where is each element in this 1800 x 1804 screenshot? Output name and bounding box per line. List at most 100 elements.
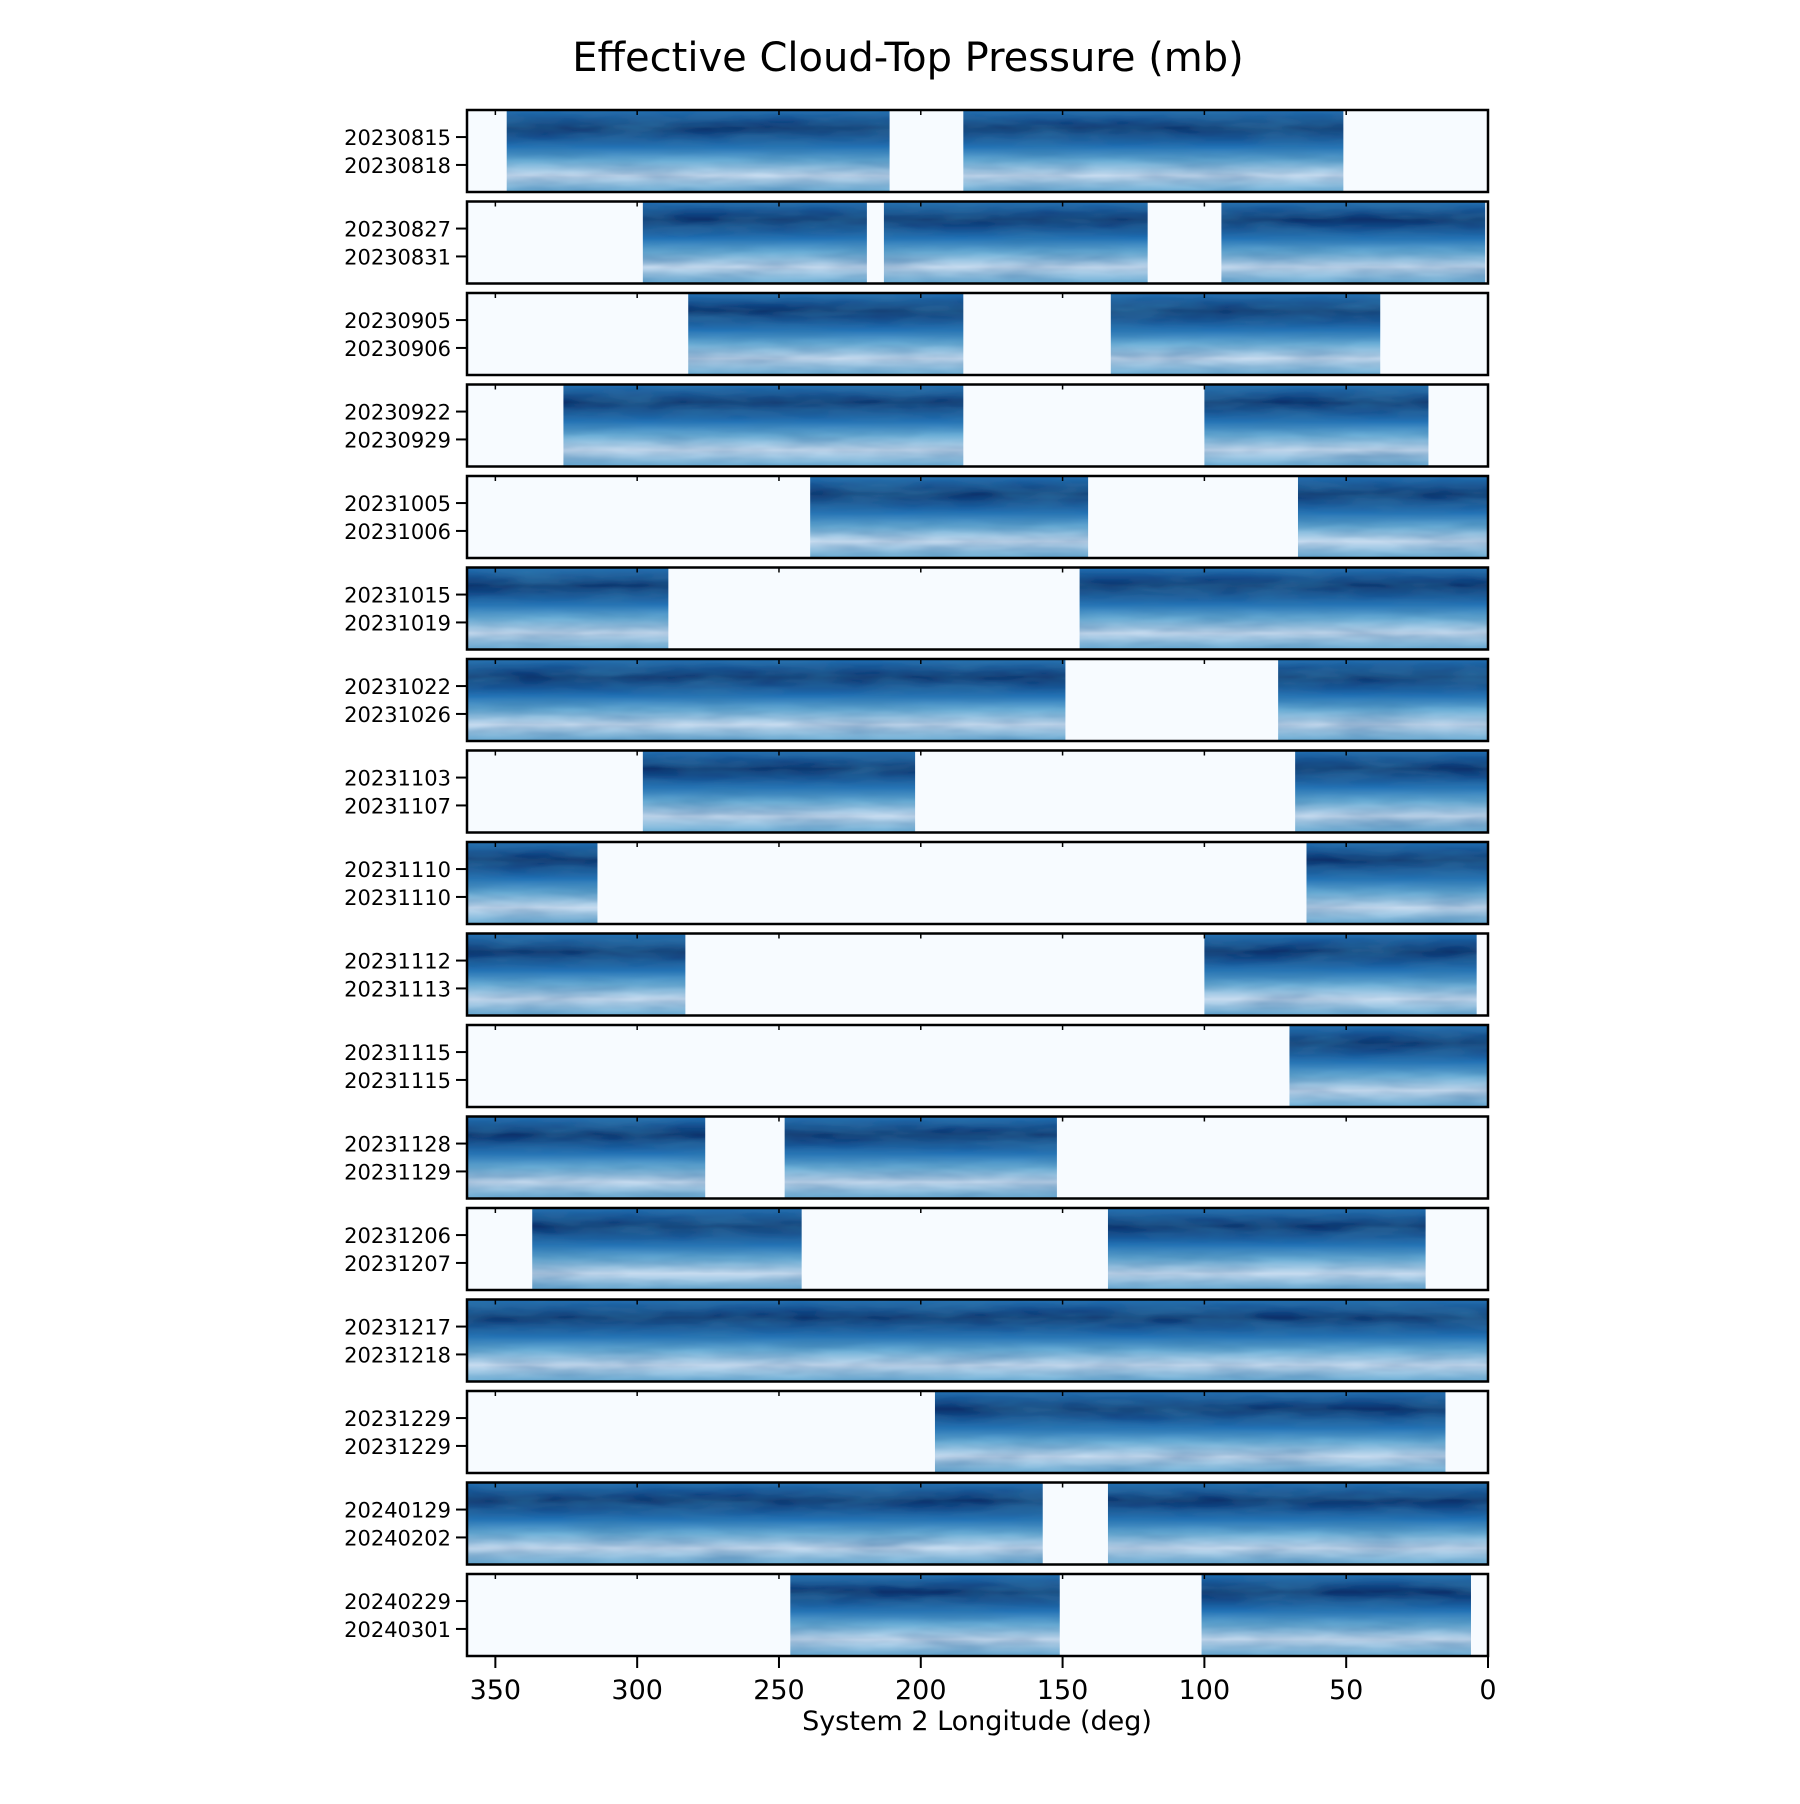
panel-9: 20231110 20231110 [344, 840, 1490, 926]
data-segment [1201, 1574, 1471, 1656]
data-segment [642, 750, 916, 833]
y-tick-label: 20230818 [344, 154, 451, 178]
panel-17: 20240229 20240301 [344, 1572, 1490, 1658]
y-tick-label: 20240229 [344, 1590, 451, 1614]
y-tick-label: 20231229 [344, 1435, 451, 1459]
panel-frame [465, 474, 1490, 560]
y-tick-label: 20231112 [344, 950, 451, 974]
y-tick-label: 20231019 [344, 611, 451, 635]
panel-3: 20230905 20230906 [344, 291, 1490, 377]
panel-10: 20231112 20231113 [344, 932, 1490, 1017]
panel-14: 20231217 20231218 [344, 1298, 1490, 1383]
y-tick-label: 20230815 [344, 126, 451, 150]
panel-frame [465, 1481, 1490, 1566]
y-tick-label: 20231103 [344, 767, 451, 791]
panel-frame [465, 1023, 1490, 1109]
panel-11: 20231115 20231115 [344, 1023, 1490, 1109]
data-segment [467, 659, 1066, 741]
panel-13: 20231206 20231207 [344, 1206, 1490, 1292]
y-tick-label: 20231129 [344, 1160, 451, 1184]
panel-frame [465, 1298, 1490, 1383]
y-tick-label: 20231022 [344, 675, 451, 699]
panel-8: 20231103 20231107 [344, 749, 1490, 834]
data-segment [934, 1391, 1446, 1473]
y-tick-label: 20231005 [344, 492, 451, 516]
panel-frame [465, 383, 1490, 468]
x-tick-label: 250 [753, 1675, 805, 1706]
panel-frame [465, 200, 1490, 285]
data-segment [1297, 476, 1488, 558]
data-segment [467, 1482, 1043, 1565]
y-tick-label: 20230831 [344, 245, 451, 269]
panel-5: 20231005 20231006 [344, 474, 1490, 560]
panel-7: 20231022 20231026 [344, 657, 1490, 743]
data-segment [1289, 1025, 1488, 1107]
panel-frame [465, 1115, 1490, 1200]
data-segment [467, 933, 686, 1016]
panel-frame [465, 566, 1490, 651]
data-segment [790, 1574, 1060, 1656]
data-segment [810, 476, 1089, 558]
data-segment [784, 1116, 1057, 1199]
panel-6: 20231015 20231019 [344, 566, 1490, 651]
y-tick-label: 20231207 [344, 1252, 451, 1276]
panel-frame [465, 840, 1490, 926]
y-tick-label: 20231229 [344, 1407, 451, 1431]
data-segment [883, 201, 1148, 284]
y-tick-label: 20230827 [344, 218, 451, 242]
data-segment [642, 201, 867, 284]
y-tick-label: 20230922 [344, 401, 451, 425]
x-tick-label: 150 [1037, 1675, 1089, 1706]
y-tick-label: 20231026 [344, 703, 451, 727]
data-segment [1107, 1482, 1488, 1565]
y-tick-label: 20240129 [344, 1499, 451, 1523]
panel-frame [465, 1206, 1490, 1292]
panel-4: 20230922 20230929 [344, 383, 1490, 468]
data-segment [1306, 842, 1488, 924]
y-tick-label: 20231015 [344, 584, 451, 608]
y-tick-label: 20230929 [344, 428, 451, 452]
chart-title: Effective Cloud-Top Pressure (mb) [572, 35, 1244, 81]
data-segment [532, 1208, 802, 1290]
panel-15: 20231229 20231229 [344, 1389, 1490, 1475]
panel-1: 20230815 20230818 [344, 108, 1490, 194]
y-tick-label: 20231110 [344, 858, 451, 882]
x-tick-label: 100 [1179, 1675, 1231, 1706]
y-tick-label: 20240202 [344, 1526, 451, 1550]
panel-12: 20231128 20231129 [344, 1115, 1490, 1200]
y-tick-label: 20231113 [344, 977, 451, 1001]
x-axis-label: System 2 Longitude (deg) [802, 1706, 1152, 1737]
y-tick-label: 20231206 [344, 1224, 451, 1248]
y-tick-label: 20231218 [344, 1343, 451, 1367]
data-segment [1110, 293, 1381, 375]
panel-frame [465, 657, 1490, 743]
panel-frame [465, 291, 1490, 377]
y-tick-label: 20231128 [344, 1133, 451, 1157]
y-tick-label: 20231110 [344, 886, 451, 910]
data-segment [563, 384, 964, 467]
panel-2: 20230827 20230831 [344, 200, 1490, 285]
panel-frame [465, 932, 1490, 1017]
panel-frame [465, 1389, 1490, 1475]
x-tick-label: 300 [611, 1675, 663, 1706]
data-segment [467, 1116, 706, 1199]
data-segment [1204, 933, 1477, 1016]
panel-16: 20240129 20240202 [344, 1481, 1490, 1566]
data-segment [467, 567, 669, 650]
data-segment [1221, 201, 1486, 284]
y-tick-label: 20240301 [344, 1618, 451, 1642]
x-tick-label: 50 [1329, 1675, 1363, 1706]
panel-frame [465, 1572, 1490, 1658]
panel-frame [465, 108, 1490, 194]
data-segment [688, 293, 964, 375]
data-segment [467, 842, 598, 924]
y-tick-label: 20231217 [344, 1316, 451, 1340]
y-tick-label: 20230905 [344, 309, 451, 333]
data-segment [506, 110, 890, 192]
data-segment [1295, 750, 1488, 833]
x-tick-label: 200 [895, 1675, 947, 1706]
x-tick-label: 0 [1479, 1675, 1496, 1706]
x-tick-label: 350 [470, 1675, 522, 1706]
y-tick-label: 20231115 [344, 1041, 451, 1065]
